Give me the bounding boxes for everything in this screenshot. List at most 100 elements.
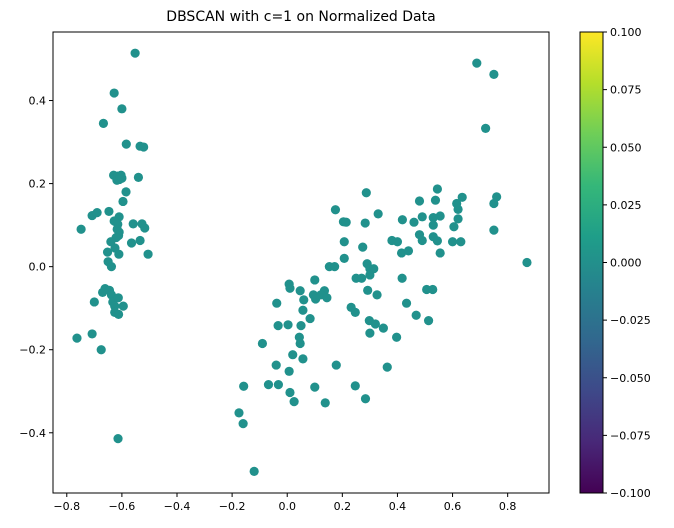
data-point xyxy=(143,249,153,259)
data-point xyxy=(273,321,283,331)
x-tick-label: 0.6 xyxy=(444,500,462,513)
data-point xyxy=(414,196,425,206)
data-point xyxy=(456,237,466,247)
data-point xyxy=(239,381,249,391)
data-point xyxy=(98,118,109,128)
data-point xyxy=(330,205,341,215)
data-point xyxy=(126,238,137,248)
data-point xyxy=(373,209,383,219)
data-point xyxy=(403,246,414,256)
data-point xyxy=(273,380,283,390)
data-point xyxy=(411,310,421,320)
data-point xyxy=(139,142,149,152)
data-point xyxy=(417,212,427,222)
data-point xyxy=(295,338,305,349)
data-point xyxy=(310,275,320,285)
data-point xyxy=(481,123,491,133)
colorbar-tick-label: 0.000 xyxy=(610,257,642,270)
data-point xyxy=(435,211,445,221)
data-point xyxy=(118,301,128,311)
data-point xyxy=(430,195,441,205)
data-point xyxy=(271,360,281,370)
data-point xyxy=(358,242,368,252)
data-point xyxy=(409,217,419,227)
data-point xyxy=(102,247,113,257)
data-point xyxy=(283,320,293,330)
chart-title: DBSCAN with c=1 on Normalized Data xyxy=(166,9,435,25)
data-point xyxy=(453,214,463,224)
x-tick-label: 0.2 xyxy=(334,500,352,513)
data-point xyxy=(106,290,117,300)
y-tick-label: 0.0 xyxy=(29,261,47,274)
data-point xyxy=(311,294,321,304)
data-point xyxy=(472,58,482,68)
data-point xyxy=(284,366,294,376)
data-point xyxy=(428,220,438,230)
data-point xyxy=(489,198,499,209)
x-tick-label: 0.8 xyxy=(499,500,517,513)
data-point xyxy=(397,273,407,283)
data-point xyxy=(357,273,367,283)
data-point xyxy=(298,305,308,315)
data-point xyxy=(361,188,371,198)
colorbar-gradient xyxy=(579,31,604,494)
x-tick-label: 0.0 xyxy=(278,500,296,513)
data-point xyxy=(113,309,124,320)
data-point xyxy=(378,323,388,333)
data-point xyxy=(130,48,140,58)
data-point xyxy=(341,217,351,227)
data-point xyxy=(417,235,427,246)
colorbar-tick-label: −0.025 xyxy=(610,314,651,327)
x-tick-label: −0.8 xyxy=(53,500,80,513)
data-point xyxy=(372,290,382,300)
data-point xyxy=(128,219,138,229)
data-point xyxy=(392,332,402,342)
y-tick-label: 0.2 xyxy=(29,178,47,191)
data-point xyxy=(432,236,442,246)
x-tick-label: −0.4 xyxy=(164,500,191,513)
data-point xyxy=(285,283,295,293)
data-point xyxy=(299,295,309,305)
data-point xyxy=(360,218,370,228)
data-point xyxy=(428,284,438,295)
axes-frame xyxy=(52,31,550,494)
data-point xyxy=(121,187,131,197)
data-point xyxy=(489,225,499,235)
data-point xyxy=(117,173,127,183)
data-point xyxy=(320,398,330,408)
data-point xyxy=(140,223,150,233)
data-point xyxy=(457,192,467,202)
data-point xyxy=(401,298,412,308)
colorbar-tick-label: 0.075 xyxy=(610,84,642,97)
x-tick-label: −0.2 xyxy=(219,500,246,513)
data-point xyxy=(435,248,445,258)
data-point xyxy=(113,433,123,444)
colorbar-tick-label: 0.050 xyxy=(610,141,642,154)
data-point xyxy=(360,394,371,404)
data-point xyxy=(238,419,248,429)
data-point xyxy=(423,316,434,326)
data-point xyxy=(109,88,119,98)
data-point xyxy=(72,333,82,343)
data-point xyxy=(330,262,340,272)
plot-area: −0.8 −0.6 −0.4 −0.2 0.0 0.2 0.4 0.6 0.8 −0.4 −0.2 0… xyxy=(19,31,550,513)
colorbar-tick-label: 0.025 xyxy=(610,199,642,212)
data-point xyxy=(322,293,332,303)
data-point xyxy=(76,224,86,234)
data-point xyxy=(339,237,349,247)
data-point xyxy=(363,285,373,295)
data-point xyxy=(106,262,117,272)
data-point xyxy=(288,350,298,360)
data-point xyxy=(350,307,360,317)
data-point xyxy=(87,329,97,339)
y-tick-label: −0.2 xyxy=(19,344,46,357)
data-point xyxy=(447,237,458,247)
data-point xyxy=(365,328,375,338)
data-point xyxy=(428,213,438,223)
data-point xyxy=(295,286,305,296)
colorbar-tick-label: 0.100 xyxy=(610,26,642,39)
data-point xyxy=(370,319,380,329)
data-point xyxy=(449,222,459,232)
data-point xyxy=(96,345,106,355)
